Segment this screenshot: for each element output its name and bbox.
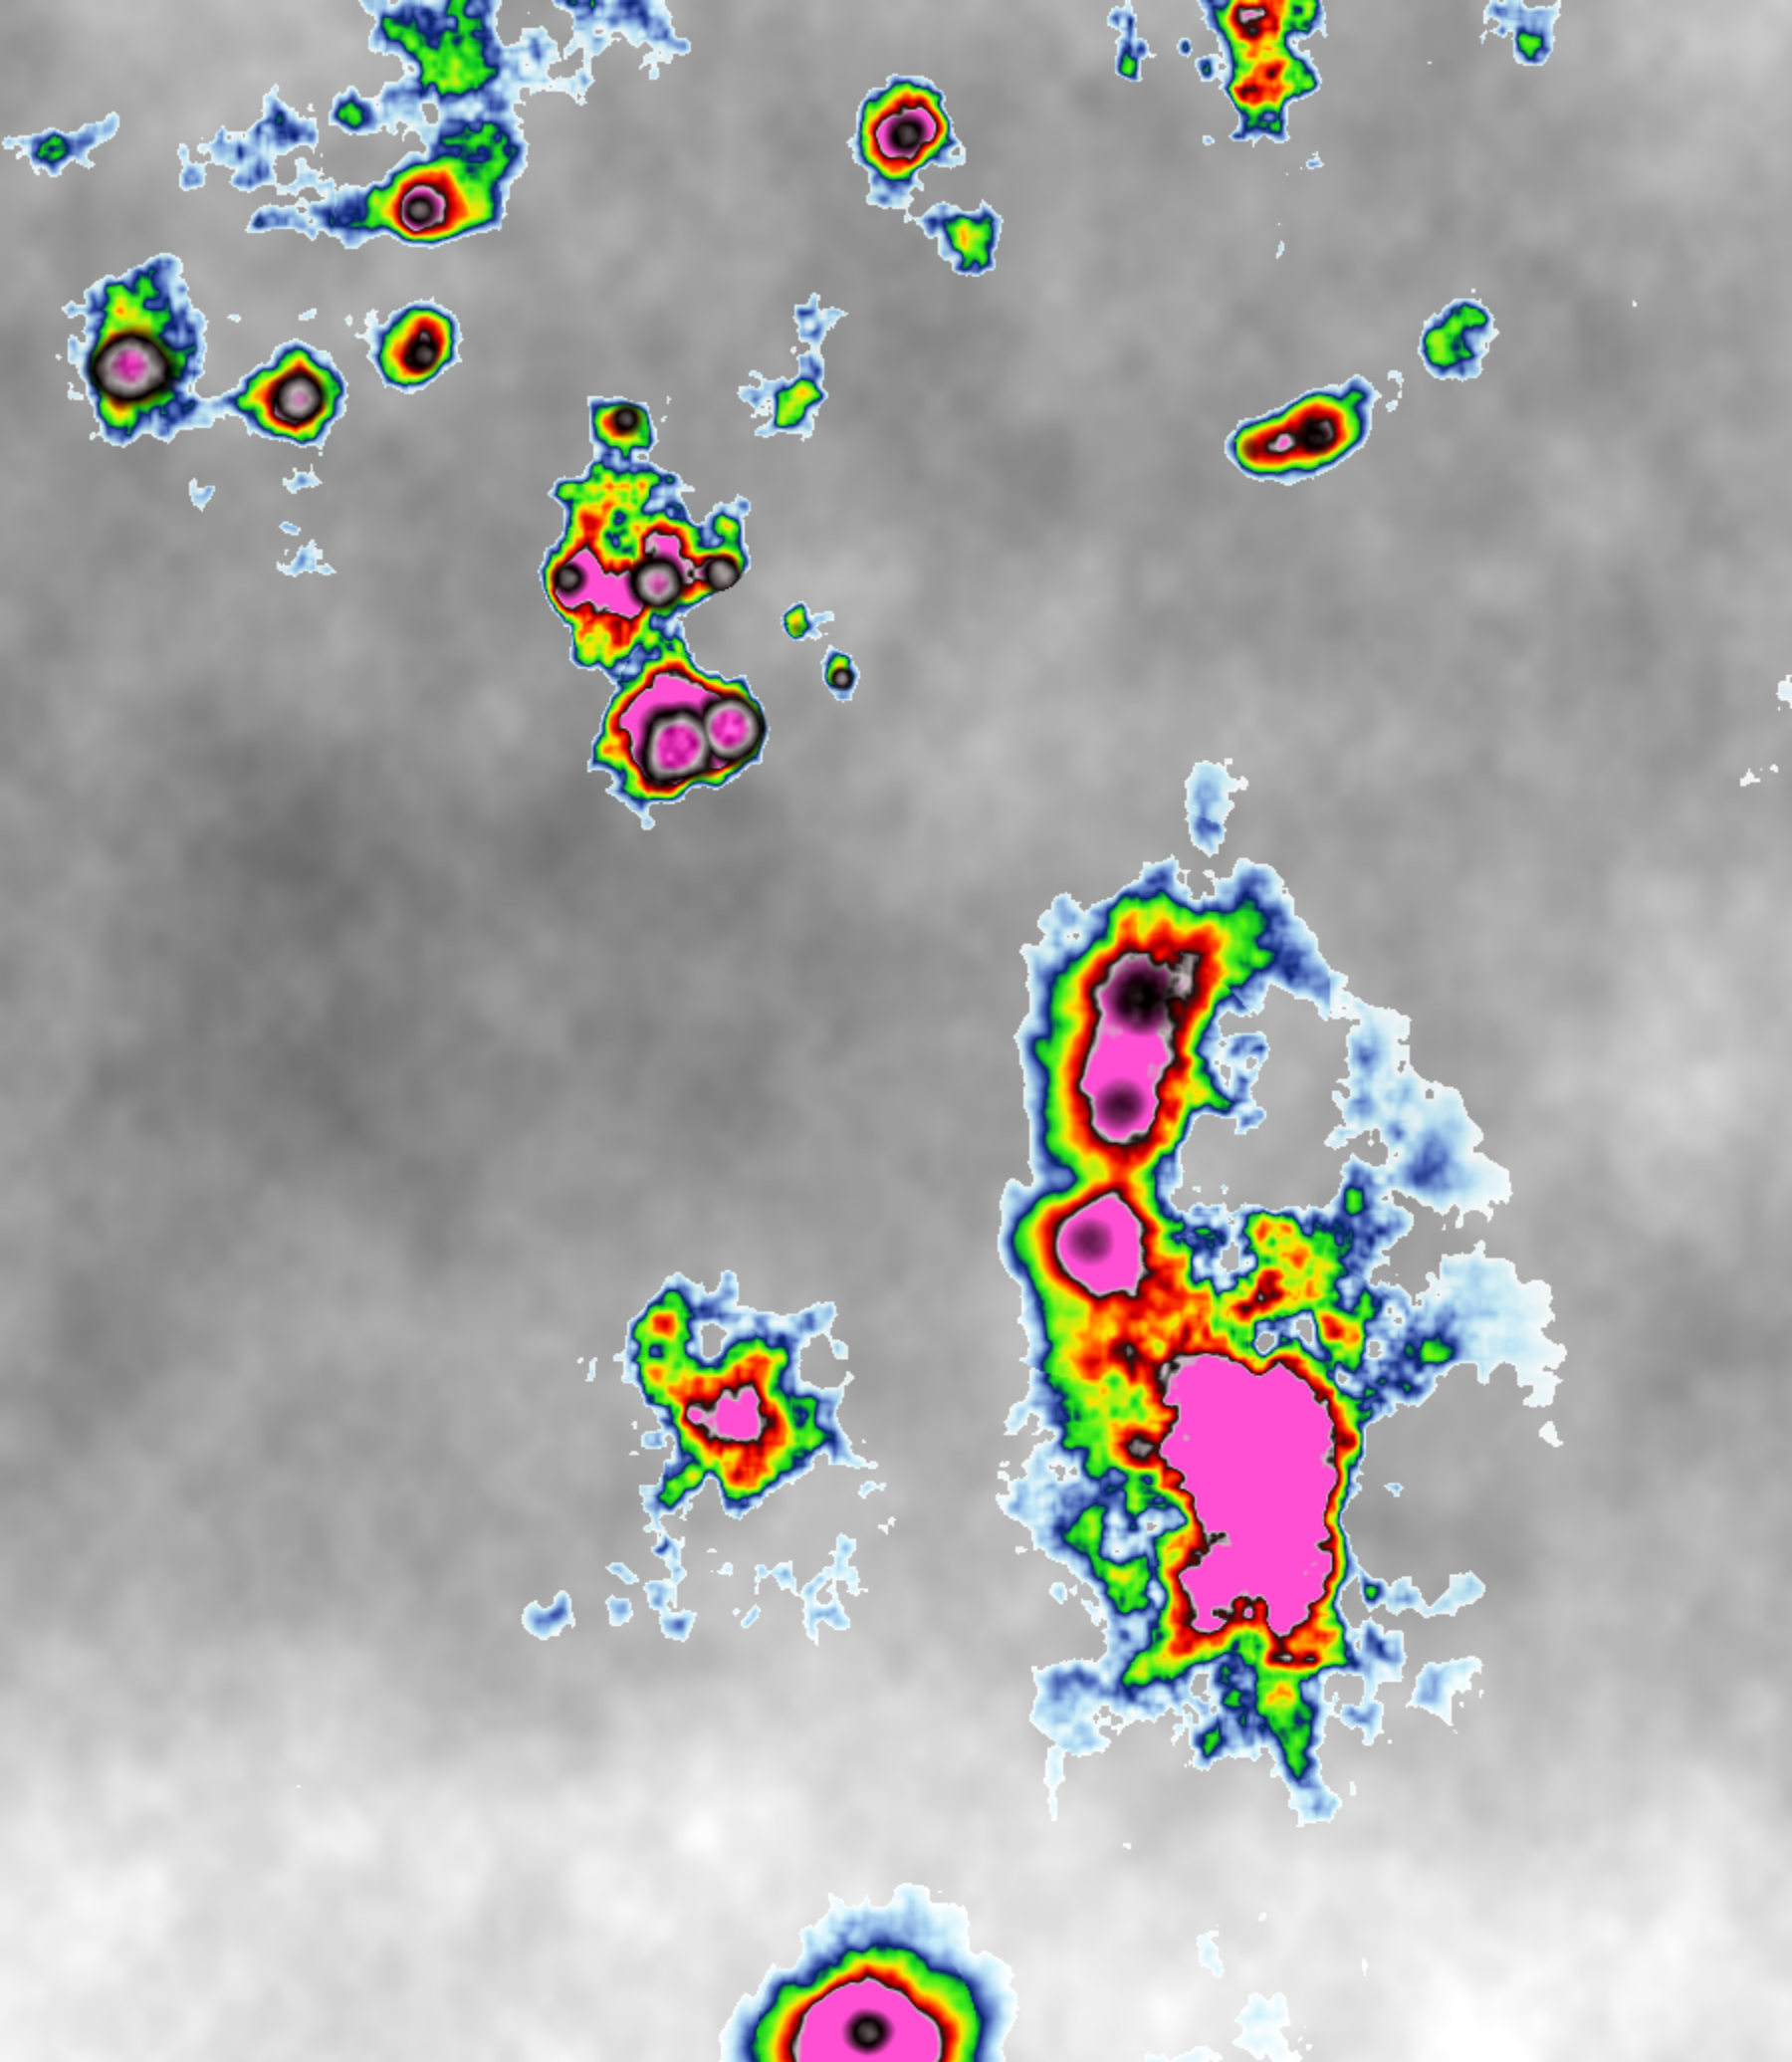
satellite-image-canvas <box>0 0 1792 2062</box>
satellite-image-viewer[interactable] <box>0 0 1792 2062</box>
